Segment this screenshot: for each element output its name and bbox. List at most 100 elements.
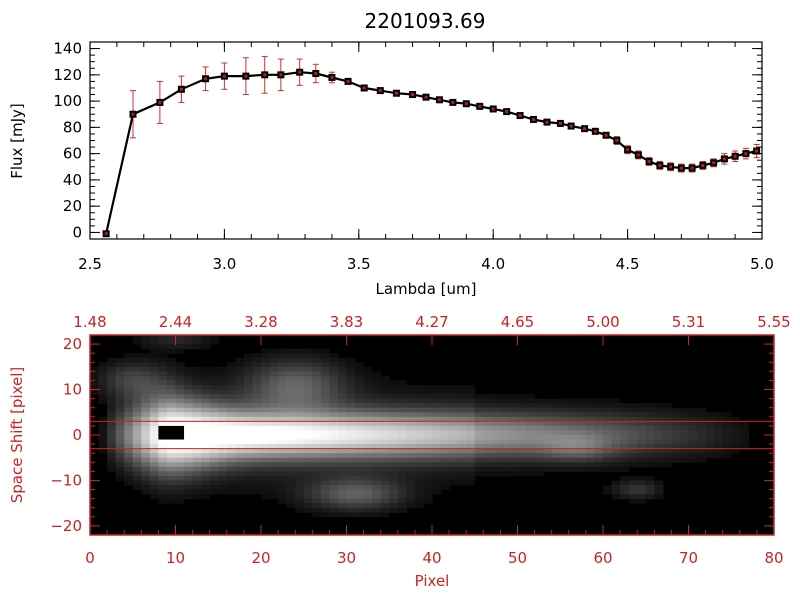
heatmap-cell (628, 480, 638, 486)
heatmap-cell (577, 407, 587, 413)
heatmap-cell (184, 480, 194, 486)
heatmap-cell (166, 385, 177, 391)
heatmap-cell (594, 453, 604, 459)
heatmap-cell (261, 412, 271, 418)
heatmap-cell (389, 385, 399, 391)
heatmap-cell (346, 475, 356, 482)
heatmap-cell (620, 444, 630, 450)
image-y-tick-label: −20 (50, 517, 82, 535)
image-top-tick-label: 5.55 (757, 313, 790, 331)
heatmap-cell (149, 466, 159, 472)
heatmap-cell (568, 403, 578, 409)
heatmap-cell (620, 430, 630, 436)
heatmap-cell (380, 403, 390, 409)
heatmap-cell (654, 494, 664, 500)
heatmap-cell (397, 503, 407, 509)
data-point-center (244, 74, 248, 78)
heatmap-cell (466, 430, 476, 436)
heatmap-cell (560, 462, 570, 468)
heatmap-cell (320, 512, 330, 518)
heatmap-cell (491, 421, 501, 427)
heatmap-cell (517, 466, 527, 472)
heatmap-cell (115, 385, 125, 391)
heatmap-cell (440, 435, 450, 441)
heatmap-cell (132, 480, 142, 486)
heatmap-cell (201, 385, 211, 391)
heatmap-cell (414, 457, 425, 463)
heatmap-cell (175, 471, 185, 477)
heatmap-cell (175, 398, 185, 404)
heatmap-cell (534, 435, 544, 441)
heatmap-cell (671, 430, 681, 436)
heatmap-cell (218, 489, 228, 495)
heatmap-cell (252, 480, 262, 486)
heatmap-cell (474, 394, 484, 400)
heatmap-cell (440, 439, 450, 445)
heatmap-cell (705, 448, 715, 454)
heatmap-cell (508, 448, 519, 454)
heatmap-cell (192, 403, 202, 409)
heatmap-cell (389, 489, 399, 495)
heatmap-cell (201, 335, 211, 341)
heatmap-cell (560, 421, 570, 427)
heatmap-cell (261, 357, 271, 363)
heatmap-cell (637, 462, 647, 468)
heatmap-cell (209, 466, 219, 472)
heatmap-cell (372, 489, 382, 495)
heatmap-cell (645, 480, 655, 486)
heatmap-cell (124, 416, 134, 422)
heatmap-cell (414, 416, 425, 422)
heatmap-cell (107, 398, 117, 404)
heatmap-cell (278, 366, 288, 372)
heatmap-cell (705, 416, 715, 422)
heatmap-cell (132, 353, 142, 359)
heatmap-cell (295, 348, 305, 354)
heatmap-cell (312, 444, 322, 450)
heatmap-cell (363, 389, 373, 395)
heatmap-cell (449, 425, 459, 432)
heatmap-cell (628, 444, 638, 450)
heatmap-cell (440, 448, 450, 454)
heatmap-cell (611, 466, 621, 472)
heatmap-cell (645, 412, 655, 418)
heatmap-cell (654, 412, 664, 418)
heatmap-cell (372, 494, 382, 500)
heatmap-cell (457, 421, 467, 427)
heatmap-cell (568, 444, 578, 450)
heatmap-cell (637, 425, 647, 432)
heatmap-cell (517, 421, 527, 427)
spectrum-x-tick-label: 4.0 (481, 255, 505, 273)
heatmap-cell (132, 371, 142, 377)
data-point-center (451, 100, 455, 104)
heatmap-cell (423, 444, 433, 450)
heatmap-cell (637, 457, 647, 463)
heatmap-cell (517, 403, 527, 409)
data-point-center (131, 112, 135, 116)
heatmap-cell (175, 380, 185, 386)
heatmap-cell (731, 444, 741, 450)
heatmap-cell (739, 439, 749, 445)
heatmap-cell (491, 403, 501, 409)
heatmap-cell (184, 425, 194, 432)
heatmap-cell (132, 339, 142, 345)
heatmap-cell (90, 380, 100, 386)
heatmap-cell (303, 403, 313, 409)
heatmap-cell (654, 421, 664, 427)
heatmap-cell (149, 416, 159, 422)
heatmap-cell (337, 366, 348, 372)
heatmap-cell (397, 380, 407, 386)
heatmap-cell (474, 430, 484, 436)
heatmap-cell (517, 453, 527, 459)
heatmap-cell (107, 439, 117, 445)
heatmap-cell (115, 366, 125, 372)
heatmap-cell (355, 366, 365, 372)
heatmap-cell (406, 444, 416, 450)
heatmap-cell (397, 398, 407, 404)
heatmap-cell (295, 485, 305, 491)
heatmap-cell (491, 398, 501, 404)
heatmap-cell (457, 475, 467, 482)
heatmap-cell (226, 366, 236, 372)
heatmap-cell (132, 435, 142, 441)
heatmap-cell (303, 407, 313, 413)
heatmap-cell (192, 425, 202, 432)
